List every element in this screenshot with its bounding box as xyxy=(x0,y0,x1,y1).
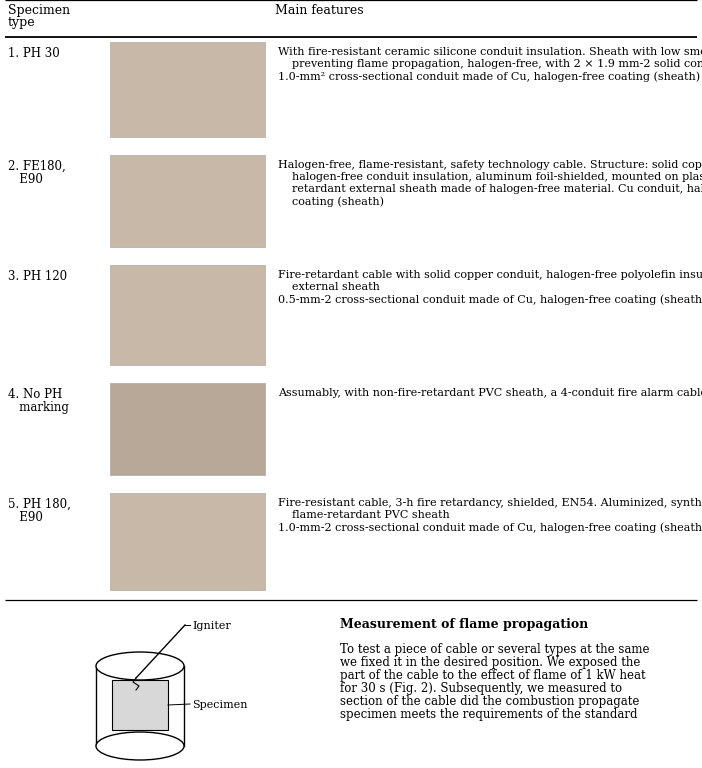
Text: flame-retardant PVC sheath: flame-retardant PVC sheath xyxy=(278,510,450,520)
Text: 1.0-mm² cross-sectional conduit made of Cu, halogen-free coating (sheath): 1.0-mm² cross-sectional conduit made of … xyxy=(278,71,700,81)
Ellipse shape xyxy=(96,732,184,760)
Text: Assumably, with non-fire-retardant PVC sheath, a 4-conduit fire alarm cable: Assumably, with non-fire-retardant PVC s… xyxy=(278,388,702,398)
Text: coating (sheath): coating (sheath) xyxy=(278,196,384,207)
Text: 4. No PH: 4. No PH xyxy=(8,388,62,401)
Bar xyxy=(110,265,265,365)
Text: preventing flame propagation, halogen-free, with 2 × 1.9 mm-2 solid conduit.: preventing flame propagation, halogen-fr… xyxy=(278,59,702,69)
Text: Igniter: Igniter xyxy=(192,621,231,631)
Bar xyxy=(112,680,168,730)
Text: section of the cable did the combustion propagate: section of the cable did the combustion … xyxy=(340,695,640,708)
Text: Fire-resistant cable, 3-h fire retardancy, shielded, EN54. Aluminized, synthetic: Fire-resistant cable, 3-h fire retardanc… xyxy=(278,498,702,508)
Text: external sheath: external sheath xyxy=(278,282,380,292)
Text: With fire-resistant ceramic silicone conduit insulation. Sheath with low smoke e: With fire-resistant ceramic silicone con… xyxy=(278,47,702,57)
Bar xyxy=(110,493,265,590)
Text: specimen meets the requirements of the standard: specimen meets the requirements of the s… xyxy=(340,708,637,721)
Text: Fire-retardant cable with solid copper conduit, halogen-free polyolefin insulati: Fire-retardant cable with solid copper c… xyxy=(278,270,702,280)
Text: type: type xyxy=(8,16,36,29)
Text: 5. PH 180,: 5. PH 180, xyxy=(8,498,71,511)
Text: To test a piece of cable or several types at the same: To test a piece of cable or several type… xyxy=(340,643,649,656)
Text: Measurement of flame propagation: Measurement of flame propagation xyxy=(340,618,588,631)
Text: Halogen-free, flame-resistant, safety technology cable. Structure: solid copper : Halogen-free, flame-resistant, safety te… xyxy=(278,160,702,170)
Text: 1. PH 30: 1. PH 30 xyxy=(8,47,60,60)
Text: 2. FE180,: 2. FE180, xyxy=(8,160,66,173)
Text: E90: E90 xyxy=(8,511,43,524)
Text: 0.5-mm-2 cross-sectional conduit made of Cu, halogen-free coating (sheath): 0.5-mm-2 cross-sectional conduit made of… xyxy=(278,294,702,305)
Text: Specimen: Specimen xyxy=(192,700,248,710)
Text: part of the cable to the effect of flame of 1 kW heat: part of the cable to the effect of flame… xyxy=(340,669,646,682)
Ellipse shape xyxy=(96,652,184,680)
Bar xyxy=(110,155,265,247)
Text: 3. PH 120: 3. PH 120 xyxy=(8,270,67,283)
Text: Main features: Main features xyxy=(275,4,364,17)
Bar xyxy=(110,383,265,475)
Bar xyxy=(110,42,265,137)
Text: marking: marking xyxy=(8,401,69,414)
Text: retardant external sheath made of halogen-free material. Cu conduit, halogen-: retardant external sheath made of haloge… xyxy=(278,184,702,194)
Text: we fixed it in the desired position. We exposed the: we fixed it in the desired position. We … xyxy=(340,656,640,669)
Text: halogen-free conduit insulation, aluminum foil-shielded, mounted on plastic, f-: halogen-free conduit insulation, aluminu… xyxy=(278,172,702,182)
Text: E90: E90 xyxy=(8,173,43,186)
Text: for 30 s (Fig. 2). Subsequently, we measured to: for 30 s (Fig. 2). Subsequently, we meas… xyxy=(340,682,622,695)
Text: Specimen: Specimen xyxy=(8,4,70,17)
Text: 1.0-mm-2 cross-sectional conduit made of Cu, halogen-free coating (sheath): 1.0-mm-2 cross-sectional conduit made of… xyxy=(278,522,702,532)
